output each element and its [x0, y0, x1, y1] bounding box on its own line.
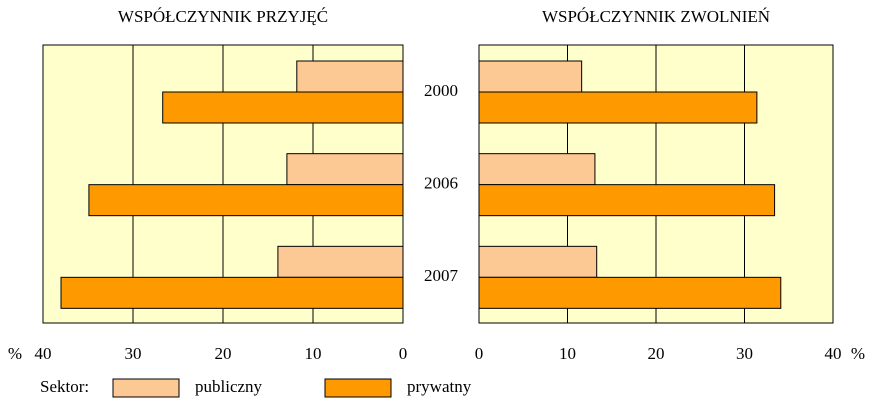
x-tick-label: 40: [825, 344, 842, 363]
x-tick-label: 30: [125, 344, 142, 363]
bar: [478, 60, 583, 93]
bar: [296, 60, 404, 93]
x-tick-label: 0: [475, 344, 484, 363]
x-tick-label: 0: [399, 344, 408, 363]
bar: [88, 184, 404, 217]
category-label: 2006: [424, 174, 458, 193]
bar: [478, 184, 776, 217]
bar: [60, 276, 404, 309]
bar: [286, 153, 404, 186]
category-label: 2007: [424, 266, 459, 285]
bar: [478, 153, 596, 186]
legend-label: prywatny: [407, 377, 472, 396]
x-tick-label: 40: [35, 344, 52, 363]
x-tick-label: 10: [559, 344, 576, 363]
bar: [277, 245, 404, 278]
plot-frame: [42, 44, 404, 324]
legend-title: Sektor:: [40, 377, 89, 396]
legend-swatch: [324, 378, 392, 398]
x-axis-label: %: [8, 344, 22, 363]
chart-title: WSPÓŁCZYNNIK PRZYJĘĆ: [118, 7, 328, 26]
legend-swatch: [112, 378, 180, 398]
x-tick-label: 30: [736, 344, 753, 363]
chart-title: WSPÓŁCZYNNIK ZWOLNIEŃ: [542, 7, 770, 26]
bar: [478, 91, 758, 124]
x-tick-label: 10: [305, 344, 322, 363]
x-axis-label: %: [851, 344, 865, 363]
category-label: 2000: [424, 81, 458, 100]
x-tick-label: 20: [215, 344, 232, 363]
bar: [478, 276, 782, 309]
plot-frame: [478, 44, 834, 324]
bar: [478, 245, 598, 278]
x-tick-label: 20: [648, 344, 665, 363]
legend-label: publiczny: [195, 377, 263, 396]
bar: [162, 91, 404, 124]
